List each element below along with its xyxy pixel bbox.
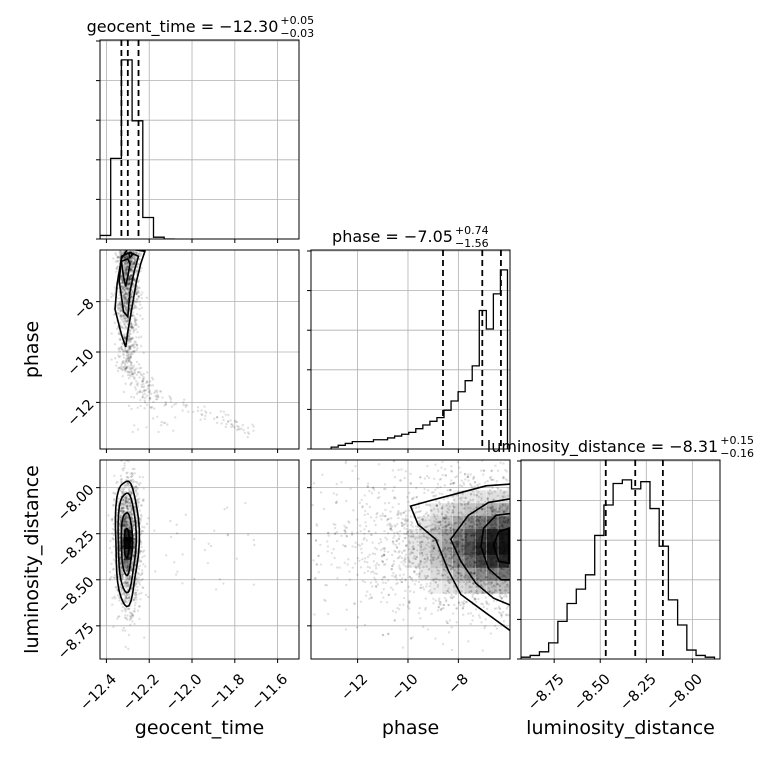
title-phase: phase = −7.05 +0.74−1.56 xyxy=(332,224,489,250)
contour-geocent_time-phase-3 xyxy=(127,251,134,260)
contour-phase-luminosity_distance-0 xyxy=(409,483,510,632)
title-geocent_time: geocent_time = −12.30 +0.05−0.03 xyxy=(87,14,315,40)
ytick-label-phase-0: −12 xyxy=(65,397,98,430)
xaxis-label-luminosity_distance: luminosity_distance xyxy=(526,717,715,739)
yaxis-label-luminosity_distance: luminosity_distance xyxy=(21,465,43,654)
xtick-label-luminosity_distance-0: −8.75 xyxy=(525,671,568,714)
grid-luminosity_distance-luminosity_distance xyxy=(521,460,720,659)
contour-phase-luminosity_distance-1 xyxy=(449,498,510,606)
histogram-phase xyxy=(330,269,509,449)
xtick-label-phase-2: −8 xyxy=(446,671,472,697)
scatter-phase-luminosity_distance xyxy=(311,460,510,652)
ytick-label-luminosity_distance-3: −8.00 xyxy=(55,482,98,525)
xtick-label-phase-1: −10 xyxy=(389,671,422,704)
title-sub-phase: −1.56 xyxy=(455,237,489,250)
grid-phase-phase xyxy=(311,250,510,449)
scatter-layer xyxy=(107,250,510,652)
title-sub-luminosity_distance: −0.16 xyxy=(720,447,754,460)
title-main-geocent_time: geocent_time = −12.30 xyxy=(87,17,279,37)
title-main-luminosity_distance: luminosity_distance = −8.31 xyxy=(487,437,718,457)
ytick-label-luminosity_distance-0: −8.75 xyxy=(55,620,98,663)
panel-phase-luminosity_distance xyxy=(310,459,511,660)
title-sup-phase: +0.74 xyxy=(455,224,489,237)
histogram-geocent_time xyxy=(100,59,175,239)
ytick-label-luminosity_distance-2: −8.25 xyxy=(55,528,98,571)
xtick-label-luminosity_distance-3: −8.00 xyxy=(663,671,706,714)
grid-geocent_time-geocent_time xyxy=(100,40,299,239)
title-sup-geocent_time: +0.05 xyxy=(280,14,314,27)
panel-geocent_time-luminosity_distance xyxy=(99,459,300,660)
xtick-label-geocent_time-4: −11.6 xyxy=(248,671,291,714)
panel-phase-phase xyxy=(310,249,511,450)
ytick-label-phase-1: −10 xyxy=(65,346,98,379)
panel-geocent_time-geocent_time xyxy=(99,39,300,240)
contour-geocent_time-phase-1 xyxy=(118,251,140,319)
xtick-label-geocent_time-2: −12.0 xyxy=(163,671,206,714)
contour-geocent_time-luminosity_distance-2 xyxy=(120,511,134,577)
frame-layer xyxy=(96,39,721,663)
xaxis-label-geocent_time: geocent_time xyxy=(135,717,264,739)
contour-geocent_time-luminosity_distance-0 xyxy=(114,480,141,608)
xaxis-label-phase: phase xyxy=(382,717,439,739)
title-luminosity_distance: luminosity_distance = −8.31 +0.15−0.16 xyxy=(487,434,754,460)
title-sup-luminosity_distance: +0.15 xyxy=(720,434,754,447)
grid-geocent_time-luminosity_distance xyxy=(100,460,299,659)
ytick-label-phase-2: −8 xyxy=(71,296,97,322)
panel-luminosity_distance-luminosity_distance xyxy=(520,459,721,660)
grid-layer xyxy=(100,40,720,659)
xtick-label-geocent_time-3: −11.8 xyxy=(206,671,249,714)
contour-geocent_time-luminosity_distance-1 xyxy=(117,492,138,594)
contour-geocent_time-luminosity_distance-3 xyxy=(123,527,131,560)
panel-geocent_time-phase xyxy=(99,249,300,450)
grid-geocent_time-phase xyxy=(100,250,299,449)
contour-phase-luminosity_distance-3 xyxy=(492,527,510,565)
scatter-geocent_time-phase xyxy=(107,250,255,439)
contour-geocent_time-phase-2 xyxy=(120,257,131,287)
yaxis-label-phase: phase xyxy=(21,321,43,378)
ytick-label-luminosity_distance-1: −8.50 xyxy=(55,574,98,617)
xtick-label-geocent_time-0: −12.4 xyxy=(77,671,120,714)
xtick-label-geocent_time-1: −12.2 xyxy=(120,671,163,714)
xtick-label-luminosity_distance-1: −8.50 xyxy=(571,671,614,714)
xtick-label-phase-0: −12 xyxy=(338,671,371,704)
xtick-label-luminosity_distance-2: −8.25 xyxy=(617,671,660,714)
histogram-luminosity_distance xyxy=(521,479,716,659)
title-sub-geocent_time: −0.03 xyxy=(280,27,314,40)
contour-geocent_time-phase-0 xyxy=(114,250,146,348)
title-main-phase: phase = −7.05 xyxy=(332,227,453,246)
histogram-layer xyxy=(100,40,716,659)
